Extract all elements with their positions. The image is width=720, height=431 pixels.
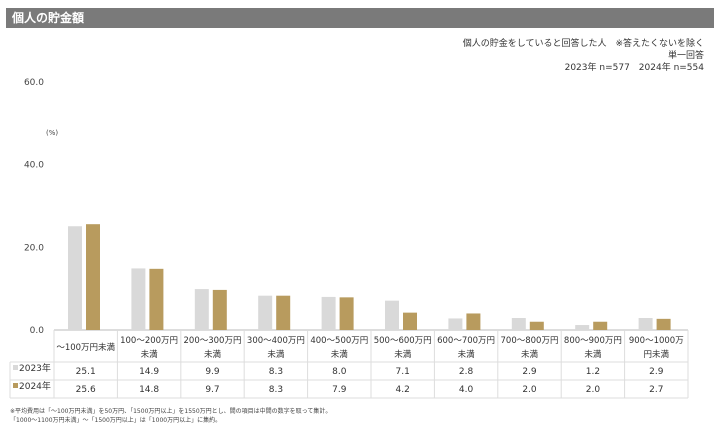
bar-2023年 <box>638 318 653 330</box>
bar-2023年 <box>131 268 146 330</box>
data-label: 25.6 <box>76 385 96 395</box>
data-label: 2.9 <box>649 367 664 377</box>
x-tick-label: 未満 <box>331 349 349 360</box>
bar-2023年 <box>448 318 463 330</box>
bar-2024年 <box>339 297 354 330</box>
y-tick-label: 60.0 <box>24 78 44 88</box>
x-tick-label: 800～900万円 <box>564 336 622 346</box>
legend-swatch <box>13 383 18 388</box>
data-label: 9.7 <box>205 385 219 395</box>
bar-2024年 <box>403 312 417 330</box>
data-label: 14.8 <box>139 385 159 395</box>
x-tick-label: 未満 <box>141 349 159 360</box>
x-tick-label: 900～1000万 <box>629 336 684 346</box>
data-label: 8.3 <box>269 385 283 395</box>
x-tick-label: 500～600万円 <box>374 336 432 346</box>
x-tick-label: ～100万円未満 <box>56 342 115 353</box>
data-label: 8.3 <box>269 367 283 377</box>
data-label: 1.2 <box>586 367 600 377</box>
chart-notes: 個人の貯金をしていると回答した人 ※答えたくないを除く 単一回答 2023年 n… <box>463 38 704 74</box>
data-label: 2.7 <box>649 385 663 395</box>
data-label: 2.9 <box>522 367 537 377</box>
data-label: 7.9 <box>332 385 347 395</box>
data-label: 4.2 <box>396 385 410 395</box>
bar-2024年 <box>656 318 671 330</box>
bar-2023年 <box>321 296 336 330</box>
y-tick-label: 40.0 <box>24 161 44 171</box>
bar-2024年 <box>529 321 544 330</box>
footnote-1: ※平均費用は「～100万円未満」を50万円、「1500万円以上」を1550万円と… <box>10 408 332 415</box>
data-label: 8.0 <box>332 367 347 377</box>
x-tick-label: 600～700万円 <box>437 336 495 346</box>
data-label: 9.9 <box>205 367 220 377</box>
unit-label: (%) <box>46 129 58 137</box>
bar-2023年 <box>194 289 209 330</box>
x-tick-label: 未満 <box>267 349 285 360</box>
x-tick-label: 100～200万円 <box>120 336 178 346</box>
data-label: 25.1 <box>76 367 96 377</box>
bar-2024年 <box>86 224 100 330</box>
footnote-2: 「1000～1100万円未満」～「1500万円以上」は「1000万円以上」に集約… <box>10 417 222 424</box>
x-tick-label: 300～400万円 <box>247 336 305 346</box>
x-tick-label: 円未満 <box>644 349 670 360</box>
note-respondents: 個人の貯金をしていると回答した人 ※答えたくないを除く <box>462 39 704 49</box>
x-tick-label: 未満 <box>458 349 476 360</box>
data-label: 2.0 <box>586 385 601 395</box>
bar-2024年 <box>466 313 481 330</box>
data-label: 14.9 <box>139 367 159 377</box>
x-tick-label: 未満 <box>584 349 602 360</box>
bar-2023年 <box>258 295 273 330</box>
x-tick-label: 未満 <box>521 349 539 360</box>
bar-2024年 <box>593 321 608 330</box>
x-tick-label: 未満 <box>204 349 222 360</box>
y-tick-label: 0.0 <box>30 326 45 336</box>
chart-title: 個人の貯金額 <box>6 8 714 28</box>
y-tick-label: 20.0 <box>24 243 44 253</box>
bar-2023年 <box>68 226 82 330</box>
bar-2023年 <box>575 325 590 330</box>
data-label: 2.8 <box>459 367 474 377</box>
note-answer-type: 単一回答 <box>667 51 704 61</box>
data-label: 2.0 <box>522 385 537 395</box>
footnotes: ※平均費用は「～100万円未満」を50万円、「1500万円以上」を1550万円と… <box>10 407 331 425</box>
x-tick-label: 400～500万円 <box>310 336 368 346</box>
bar-2024年 <box>276 295 291 330</box>
x-tick-label: 未満 <box>394 349 412 360</box>
bar-2024年 <box>212 289 227 330</box>
note-sample-size: 2023年 n=577 2024年 n=554 <box>564 63 704 73</box>
x-tick-label: 200～300万円 <box>184 336 242 346</box>
legend-label: 2023年 <box>19 362 51 374</box>
x-tick-label: 700～800万円 <box>501 336 559 346</box>
bar-2023年 <box>511 318 526 330</box>
data-label: 4.0 <box>459 385 474 395</box>
legend-label: 2024年 <box>19 380 51 392</box>
data-label: 7.1 <box>396 367 410 377</box>
bar-2024年 <box>149 268 164 330</box>
legend-swatch <box>13 365 18 370</box>
bar-2023年 <box>385 300 399 330</box>
